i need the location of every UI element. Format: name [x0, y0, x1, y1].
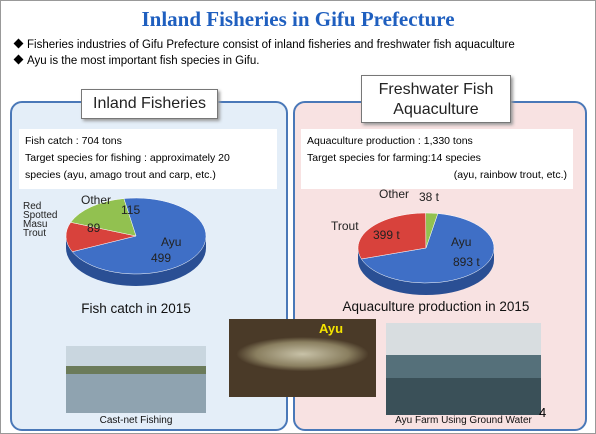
- info-line: Target species for farming:14 species: [307, 150, 567, 167]
- slice-value: 399 t: [373, 228, 400, 242]
- info-line: Fish catch : 704 tons: [25, 133, 271, 150]
- chart-title: Fish catch in 2015: [61, 301, 211, 316]
- page-number: 4: [539, 405, 546, 420]
- slide-title: Inland Fisheries in Gifu Prefecture: [1, 7, 595, 32]
- slice-value: 89: [87, 221, 100, 235]
- info-box: Aquaculture production : 1,330 tons Targ…: [301, 129, 573, 189]
- photo-cast-net: [66, 346, 206, 413]
- slice-name: Ayu: [451, 235, 471, 249]
- photo-farm: [386, 323, 541, 415]
- info-line: Target species for fishing : approximate…: [25, 150, 271, 167]
- panel-heading: Inland Fisheries: [81, 89, 218, 119]
- info-line: Aquaculture production : 1,330 tons: [307, 133, 567, 150]
- pie-chart: [41, 191, 241, 301]
- bullet-text: Fisheries industries of Gifu Prefecture …: [27, 39, 515, 51]
- slice-name: Other: [379, 187, 409, 201]
- panel-heading: Freshwater Fish Aquaculture: [361, 75, 511, 123]
- chart-title: Aquaculture production in 2015: [331, 299, 541, 314]
- bullet: Ayu is the most important fish species i…: [13, 55, 259, 67]
- slice-value: 893 t: [453, 255, 480, 269]
- slice-name: Other: [81, 193, 111, 207]
- slice-value: 115: [121, 203, 140, 217]
- photo-caption: Cast-net Fishing: [66, 415, 206, 426]
- photo-ayu: [229, 319, 376, 397]
- slide: Inland Fisheries in Gifu Prefecture Fish…: [0, 0, 596, 434]
- photo-caption: Ayu Farm Using Ground Water: [386, 415, 541, 426]
- slice-name: Trout: [331, 219, 359, 233]
- slice-value: 499: [151, 251, 171, 265]
- slice-name: Red Spotted Masu Trout: [23, 202, 67, 238]
- photo-label: Ayu: [319, 321, 343, 336]
- info-line: (ayu, rainbow trout, etc.): [307, 167, 567, 184]
- bullet-text: Ayu is the most important fish species i…: [27, 55, 259, 67]
- slice-value: 38 t: [419, 190, 439, 204]
- info-box: Fish catch : 704 tons Target species for…: [19, 129, 277, 189]
- bullet: Fisheries industries of Gifu Prefecture …: [13, 39, 515, 51]
- info-line: species (ayu, amago trout and carp, etc.…: [25, 167, 271, 184]
- slice-name: Ayu: [161, 235, 181, 249]
